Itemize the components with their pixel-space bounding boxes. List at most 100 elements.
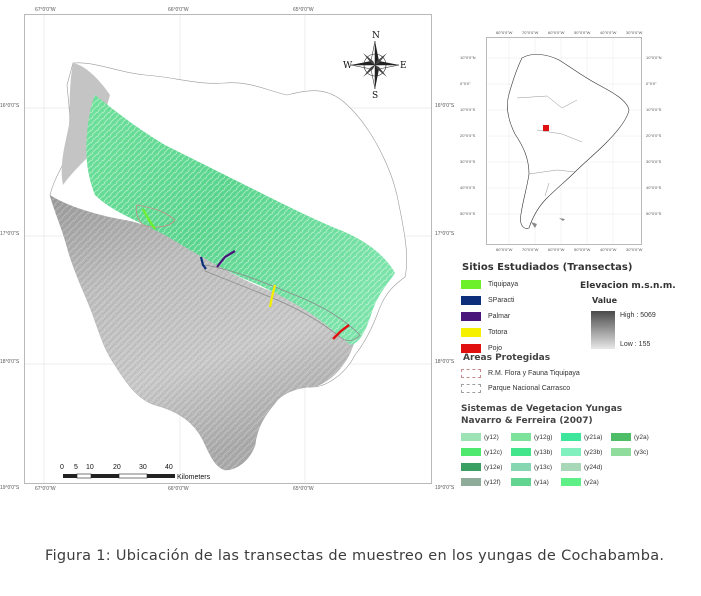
compass-s: S (372, 91, 379, 101)
legend-swatch (461, 312, 481, 321)
coord-bottom: 67°0'0"W (35, 486, 56, 492)
coord-top: 66°0'0"W (168, 7, 189, 13)
legend-swatch (461, 463, 481, 471)
inset-coord-top: 80°0'0"W (496, 30, 513, 35)
inset-map (486, 37, 642, 245)
south-america-outline (507, 54, 630, 229)
legend-label: (y3c) (634, 448, 649, 456)
legend-swatch (461, 384, 481, 393)
scale-tick: 40 (165, 464, 173, 471)
legend-swatch (461, 369, 481, 378)
legend-swatch (461, 433, 481, 441)
legend-label: Totora (488, 329, 508, 336)
legend-vegetation-item: (y13b) (511, 448, 552, 456)
inset-coord-bottom: 80°0'0"W (496, 247, 513, 252)
legend-label: (y13b) (534, 448, 553, 456)
coord-right: 18°0'0"S (435, 359, 455, 365)
legend-label: (y2a) (634, 433, 649, 441)
legend-swatch (511, 448, 531, 456)
legend-label: (y12g) (534, 433, 553, 441)
transect-tiquipaya (142, 208, 156, 230)
legend-vegetation-item: (y21a) (561, 433, 602, 441)
legend-transect-item: Tiquipaya (461, 280, 518, 289)
legend-vegetation-item: (y2a) (611, 433, 649, 441)
legend-elevation-title: Elevacion m.s.n.m. (580, 281, 676, 291)
legend-swatch (511, 433, 531, 441)
legend-swatch (561, 433, 581, 441)
inset-map-canvas (487, 38, 641, 244)
legend-vegetation-item: (y12c) (461, 448, 502, 456)
legend-elevation-high: High : 5069 (620, 312, 656, 319)
inset-coord-right: 40°0'0"S (646, 185, 662, 190)
coord-bottom: 66°0'0"W (168, 486, 189, 492)
legend-vegetation-item: (y23b) (561, 448, 602, 456)
legend-vegetation-title: Sistemas de Vegetacion Yungas (461, 404, 623, 414)
inset-coord-bottom: 50°0'0"W (574, 247, 591, 252)
coord-left: 19°0'0"S (0, 485, 20, 491)
legend-label: Pojo (488, 345, 503, 352)
coord-bottom: 65°0'0"W (293, 486, 314, 492)
legend-vegetation-item: (y24d) (561, 463, 602, 471)
legend-vegetation-item: (y12g) (511, 433, 552, 441)
legend-vegetation-item: (y12f) (461, 478, 501, 486)
legend-vegetation-item: (y1a) (511, 478, 549, 486)
caption-label: Figura 1 (45, 548, 106, 564)
legend-protected-item: Parque Nacional Carrasco (461, 384, 570, 393)
legend-label: Parque Nacional Carrasco (488, 385, 571, 392)
compass-w: W (343, 61, 353, 71)
legend-swatch (461, 478, 481, 486)
legend-label: (y23b) (584, 448, 603, 456)
legend-transect-item: SParacti (461, 296, 514, 305)
transect-pojo (332, 324, 350, 340)
legend-swatch (461, 296, 481, 305)
scale-unit: Kilometers (177, 474, 211, 481)
coord-right: 16°0'0"S (435, 103, 455, 109)
scale-tick: 10 (86, 464, 94, 471)
scale-tick: 20 (113, 464, 121, 471)
main-map: N S W E 0 5 10 20 30 40 Kilometers (24, 14, 432, 484)
legend-vegetation-item: (y3c) (611, 448, 648, 456)
legend-transect-item: Totora (461, 328, 507, 337)
inset-coord-right: 50°0'0"S (646, 211, 662, 216)
transect-totora (268, 284, 277, 308)
legend-vegetation-item: (y13c) (511, 463, 552, 471)
legend-protected-title: Areas Protegidas (463, 353, 551, 363)
inset-coord-right: 20°0'0"S (646, 133, 662, 138)
inset-coord-top: 40°0'0"W (600, 30, 617, 35)
legend-label: (y13c) (534, 463, 553, 471)
inset-coord-bottom: 40°0'0"W (600, 247, 617, 252)
legend-protected-item: R.M. Flora y Fauna Tiquipaya (461, 369, 580, 378)
legend-swatch (561, 463, 581, 471)
transect-palmar (216, 250, 236, 268)
figure-caption: Figura 1: Ubicación de las transectas de… (45, 544, 665, 569)
compass-e: E (400, 61, 407, 71)
inset-coord-left: 10°0'0"N (460, 55, 476, 60)
legend-transect-item: Palmar (461, 312, 510, 321)
compass-n: N (372, 31, 380, 41)
legend-label: SParacti (488, 297, 515, 304)
scale-bar (63, 473, 175, 479)
legend-swatch (461, 448, 481, 456)
inset-coord-right: 30°0'0"S (646, 159, 662, 164)
inset-coord-top: 30°0'0"W (626, 30, 643, 35)
scale-tick: 5 (74, 464, 78, 471)
inset-coord-top: 70°0'0"W (522, 30, 539, 35)
legend-label: (y24d) (584, 463, 603, 471)
legend-label: (y21a) (584, 433, 603, 441)
legend-vegetation-item: (y12) (461, 433, 499, 441)
coord-top: 67°0'0"W (35, 7, 56, 13)
legend-elevation-value-label: Value (592, 296, 618, 305)
inset-coord-top: 60°0'0"W (548, 30, 565, 35)
inset-coord-bottom: 70°0'0"W (522, 247, 539, 252)
legend-swatch (511, 463, 531, 471)
inset-coord-left: 0°0'0" (460, 81, 471, 86)
legend-swatch (461, 328, 481, 337)
legend-swatch (611, 433, 631, 441)
inset-coord-left: 30°0'0"S (460, 159, 476, 164)
inset-coord-left: 20°0'0"S (460, 133, 476, 138)
inset-coord-right: 10°0'0"N (646, 55, 662, 60)
legend-label: (y12) (484, 433, 499, 441)
protected-area-carrasco (204, 264, 361, 341)
legend-label: (y1a) (534, 478, 549, 486)
inset-coord-left: 10°0'0"S (460, 107, 476, 112)
